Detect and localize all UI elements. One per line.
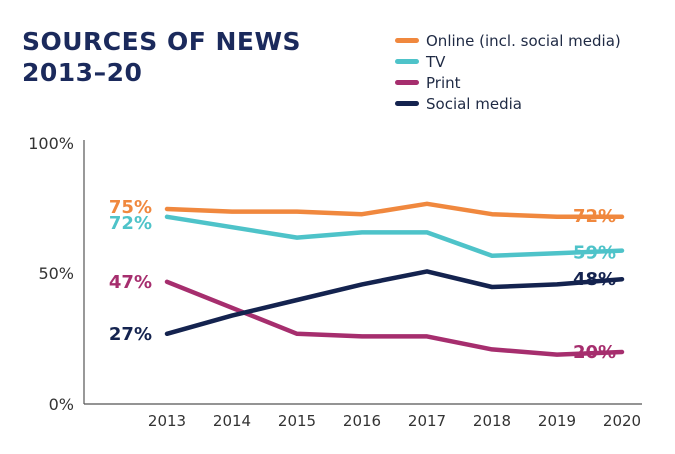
x-tick-label: 2018 (473, 412, 511, 430)
y-tick-label: 0% (49, 395, 74, 414)
start-value-label: 75% (109, 197, 152, 218)
legend-item: Online (incl. social media) (395, 30, 621, 51)
series-line (164, 269, 625, 337)
end-value-label: 59% (573, 243, 616, 264)
legend-item: TV (395, 51, 621, 72)
start-value-label: 72% (109, 213, 152, 234)
x-tick-label: 2019 (538, 412, 576, 430)
chart-title: SOURCES OF NEWS (22, 27, 302, 56)
y-tick-label: 100% (28, 134, 74, 153)
x-tick-label: 2014 (213, 412, 251, 430)
legend: Online (incl. social media) TV Print Social… (395, 30, 621, 114)
y-tick-label: 50% (38, 264, 74, 283)
series-line (164, 214, 625, 259)
end-value-label: 20% (573, 342, 616, 363)
x-tick-label: 2013 (148, 412, 186, 430)
x-tick-label: 2015 (278, 412, 316, 430)
x-tick-label: 2017 (408, 412, 446, 430)
legend-swatch (395, 80, 419, 85)
chart-title-block: SOURCES OF NEWS 2013–20 (22, 26, 301, 88)
series-line (164, 201, 625, 220)
x-tick-label: 2016 (343, 412, 381, 430)
end-value-label: 48% (573, 269, 616, 290)
chart-subtitle: 2013–20 (22, 58, 143, 87)
legend-swatch (395, 101, 419, 106)
legend-label: Social media (426, 94, 522, 113)
start-value-label: 27% (109, 324, 152, 345)
legend-item: Print (395, 72, 621, 93)
legend-swatch (395, 59, 419, 64)
legend-label: Print (426, 73, 461, 92)
legend-item: Social media (395, 93, 621, 114)
legend-label: Online (incl. social media) (426, 31, 621, 50)
x-tick-label: 2020 (603, 412, 641, 430)
legend-swatch (395, 38, 419, 43)
start-value-label: 47% (109, 272, 152, 293)
legend-label: TV (426, 52, 446, 71)
series-line (164, 279, 625, 357)
end-value-label: 72% (573, 206, 616, 227)
